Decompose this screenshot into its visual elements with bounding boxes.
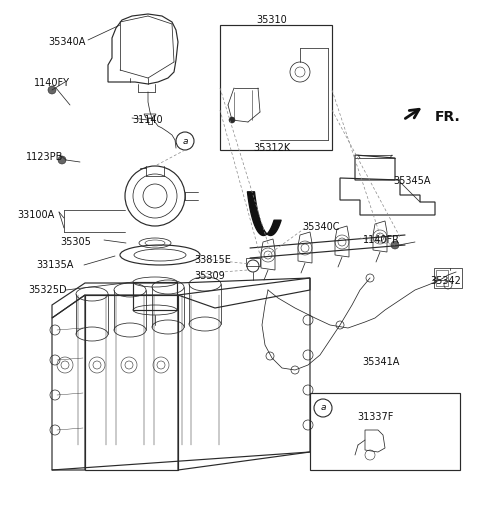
Text: 35310: 35310 bbox=[257, 15, 288, 25]
Text: 31337F: 31337F bbox=[357, 412, 394, 422]
Text: 33100A: 33100A bbox=[17, 210, 54, 220]
Text: 31140: 31140 bbox=[132, 115, 163, 125]
Text: 35342: 35342 bbox=[430, 276, 461, 286]
Circle shape bbox=[48, 86, 56, 94]
Text: 35341A: 35341A bbox=[362, 357, 399, 367]
Text: 35345A: 35345A bbox=[393, 176, 431, 186]
Text: a: a bbox=[182, 137, 188, 146]
Text: FR.: FR. bbox=[435, 110, 461, 124]
Bar bbox=[246, 258, 260, 266]
Text: 35340A: 35340A bbox=[48, 37, 86, 47]
Circle shape bbox=[229, 117, 235, 123]
Circle shape bbox=[391, 241, 399, 249]
Text: 35340C: 35340C bbox=[302, 222, 339, 232]
Text: 1123PB: 1123PB bbox=[26, 152, 63, 162]
Bar bbox=[133, 282, 177, 310]
Text: 33815E: 33815E bbox=[194, 255, 231, 265]
Text: 35325D: 35325D bbox=[28, 285, 67, 295]
Circle shape bbox=[58, 156, 66, 164]
Bar bbox=[436, 270, 448, 286]
Text: 1140FY: 1140FY bbox=[34, 78, 70, 88]
Bar bbox=[220, 25, 332, 150]
Text: 35309: 35309 bbox=[194, 271, 225, 281]
Bar bbox=[310, 393, 460, 470]
Text: a: a bbox=[320, 403, 326, 412]
Text: 33135A: 33135A bbox=[36, 260, 73, 270]
Text: 35312K: 35312K bbox=[253, 143, 290, 153]
Text: 35305: 35305 bbox=[60, 237, 91, 247]
Text: 1140FR: 1140FR bbox=[363, 235, 400, 245]
Bar bbox=[434, 268, 462, 288]
